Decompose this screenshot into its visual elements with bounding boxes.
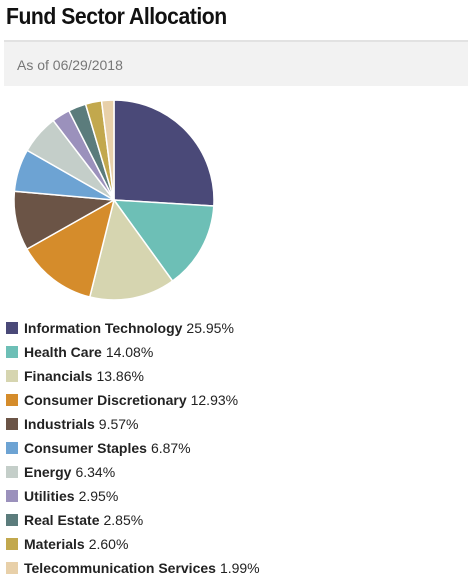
chart-legend: Information Technology 25.95% Health Care 1…: [6, 316, 260, 580]
pie-slice-health-care: [113, 199, 215, 282]
pie-slice-financials: [89, 199, 174, 301]
pie-slice-information-technology: [113, 99, 215, 207]
legend-label: Telecommunication Services: [24, 560, 216, 576]
legend-value: 6.87%: [150, 440, 191, 456]
legend-value: 6.34%: [75, 464, 116, 480]
legend-swatch: [6, 562, 18, 574]
pie-slice-telecommunication-services: [100, 99, 115, 201]
legend-item: Consumer Staples 6.87%: [6, 436, 260, 460]
legend-swatch: [6, 346, 18, 358]
legend-swatch: [6, 418, 18, 430]
legend-swatch: [6, 490, 18, 502]
legend-label: Financials: [24, 368, 93, 384]
sector-pie-chart: [13, 99, 215, 301]
legend-label: Consumer Staples: [24, 440, 147, 456]
legend-item: Energy 6.34%: [6, 460, 260, 484]
legend-item: Industrials 9.57%: [6, 412, 260, 436]
legend-value: 25.95%: [186, 320, 234, 336]
legend-item: Information Technology 25.95%: [6, 316, 260, 340]
legend-swatch: [6, 322, 18, 334]
legend-item: Utilities 2.95%: [6, 484, 260, 508]
legend-swatch: [6, 514, 18, 526]
as-of-date: As of 06/29/2018: [17, 57, 123, 73]
legend-value: 2.85%: [103, 512, 144, 528]
legend-item: Materials 2.60%: [6, 532, 260, 556]
legend-item: Financials 13.86%: [6, 364, 260, 388]
legend-label: Utilities: [24, 488, 75, 504]
legend-value: 1.99%: [219, 560, 260, 576]
legend-value: 14.08%: [105, 344, 154, 360]
pie-slice-consumer-discretionary: [26, 199, 115, 298]
legend-value: 12.93%: [190, 392, 239, 408]
legend-swatch: [6, 466, 18, 478]
legend-value: 9.57%: [98, 416, 139, 432]
as-of-bar: As of 06/29/2018: [4, 40, 468, 86]
legend-item: Health Care 14.08%: [6, 340, 260, 364]
legend-label: Real Estate: [24, 512, 100, 528]
legend-label: Materials: [24, 536, 85, 552]
legend-value: 2.60%: [88, 536, 129, 552]
legend-swatch: [6, 370, 18, 382]
legend-label: Information Technology: [24, 320, 183, 336]
legend-value: 2.95%: [78, 488, 119, 504]
legend-label: Industrials: [24, 416, 95, 432]
legend-value: 13.86%: [96, 368, 144, 384]
legend-swatch: [6, 394, 18, 406]
legend-item: Consumer Discretionary 12.93%: [6, 388, 260, 412]
legend-item: Telecommunication Services 1.99%: [6, 556, 260, 580]
legend-label: Health Care: [24, 344, 102, 360]
page-title: Fund Sector Allocation: [6, 3, 227, 29]
legend-label: Consumer Discretionary: [24, 392, 187, 408]
legend-swatch: [6, 538, 18, 550]
legend-label: Energy: [24, 464, 72, 480]
legend-item: Real Estate 2.85%: [6, 508, 260, 532]
legend-swatch: [6, 442, 18, 454]
